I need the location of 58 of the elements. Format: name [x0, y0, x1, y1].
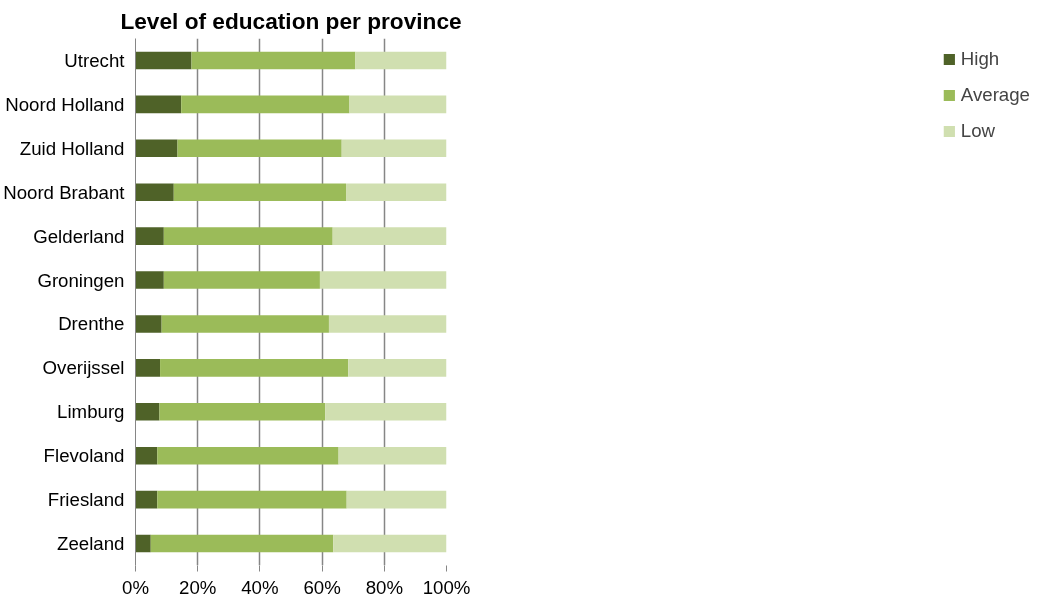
x-tick-label: 20%: [179, 576, 217, 598]
y-tick-label: Drenthe: [58, 313, 125, 335]
bar: [157, 446, 339, 465]
bar: [161, 315, 329, 333]
y-tick-label: Noord Holland: [5, 93, 125, 115]
bar: [348, 359, 447, 377]
bar: [332, 227, 447, 245]
bar: [150, 534, 334, 553]
y-tick-label: Noord Brabant: [3, 181, 126, 203]
bar: [135, 534, 151, 553]
bar: [173, 183, 347, 201]
legend-label: High: [960, 48, 1000, 70]
bar: [163, 227, 333, 245]
y-tick-label: Friesland: [47, 489, 125, 511]
bar: [135, 271, 164, 289]
bar: [325, 403, 447, 421]
bar: [346, 490, 447, 509]
bar: [177, 139, 342, 158]
x-tick-label: 40%: [241, 576, 279, 598]
legend-label: Average: [960, 84, 1030, 106]
bar: [135, 490, 158, 509]
bar: [135, 403, 160, 421]
y-tick-label: Zeeland: [57, 533, 125, 555]
bar: [157, 490, 347, 509]
y-tick-label: Gelderland: [33, 225, 125, 247]
bar: [159, 403, 326, 421]
y-tick-label: Utrecht: [64, 49, 126, 71]
bar: [135, 183, 174, 201]
x-tick-label: 60%: [303, 576, 341, 598]
chart-title: Level of education per province: [120, 7, 462, 34]
y-tick-label: Limburg: [57, 401, 125, 423]
y-tick-label: Zuid Holland: [19, 137, 125, 159]
bar: [328, 315, 447, 333]
bar: [135, 359, 161, 377]
bar: [346, 183, 447, 201]
bar: [135, 315, 162, 333]
bar: [135, 227, 164, 245]
bar: [355, 51, 447, 70]
bar: [135, 95, 182, 114]
x-tick-label: 100%: [422, 576, 471, 598]
y-tick-label: Groningen: [37, 269, 125, 291]
x-tick-label: 0%: [122, 576, 149, 598]
bar: [319, 271, 447, 289]
bar: [349, 95, 447, 114]
bar: [341, 139, 447, 158]
x-tick-label: 80%: [365, 576, 403, 598]
bar: [135, 139, 178, 158]
y-tick-label: Flevoland: [43, 445, 125, 467]
bar: [333, 534, 447, 553]
bar: [135, 51, 192, 70]
bar: [191, 51, 356, 70]
bar: [135, 446, 158, 465]
legend-label: Low: [960, 120, 996, 142]
bar: [163, 271, 320, 289]
bar: [181, 95, 350, 114]
bar: [160, 359, 349, 377]
y-tick-label: Overijssel: [42, 357, 125, 379]
bar: [338, 446, 447, 465]
